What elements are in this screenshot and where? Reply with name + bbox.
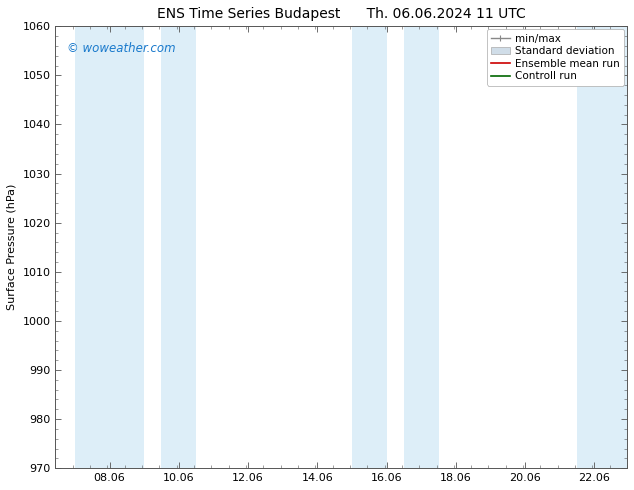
Bar <box>75 26 144 468</box>
Bar <box>352 26 387 468</box>
Y-axis label: Surface Pressure (hPa): Surface Pressure (hPa) <box>7 184 17 311</box>
Text: © woweather.com: © woweather.com <box>67 42 176 55</box>
Legend: min/max, Standard deviation, Ensemble mean run, Controll run: min/max, Standard deviation, Ensemble me… <box>487 29 624 86</box>
Bar <box>404 26 439 468</box>
Bar <box>577 26 627 468</box>
Bar <box>162 26 196 468</box>
Title: ENS Time Series Budapest      Th. 06.06.2024 11 UTC: ENS Time Series Budapest Th. 06.06.2024 … <box>157 7 526 21</box>
